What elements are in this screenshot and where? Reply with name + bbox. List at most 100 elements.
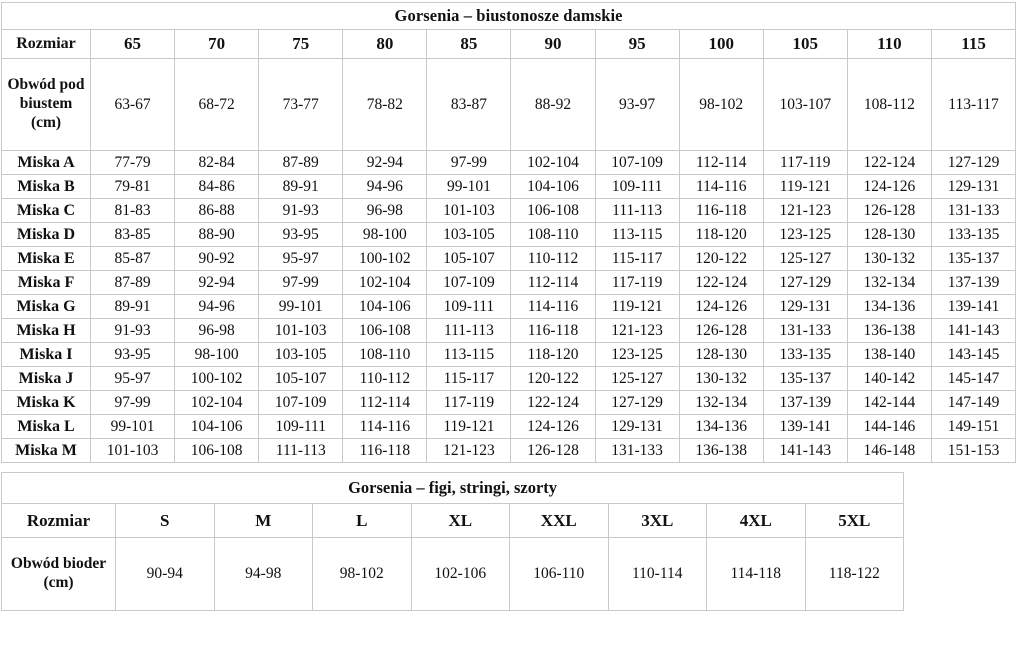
table-row: Miska H 91-93 96-98 101-103 106-108 111-113 11… [1,318,1017,343]
bra-measure-cell: 122-124 [678,270,764,295]
bra-measure-cell: 124-126 [846,174,932,199]
bra-underbust-cell: 78-82 [342,58,428,151]
table-row: Miska I 93-95 98-100 103-105 108-110 113-115 1… [1,342,1017,367]
bra-measure-cell: 132-134 [846,270,932,295]
bra-measure-cell: 90-92 [174,246,260,271]
bra-measure-cell: 99-101 [89,414,176,439]
brief-hips-label: Obwód bioder (cm) [1,537,116,611]
bra-underbust-cell: 68-72 [174,58,260,151]
bra-measure-cell: 86-88 [174,198,260,223]
bra-measure-cell: 147-149 [930,390,1017,415]
bra-measure-cell: 84-86 [174,174,260,199]
bra-measure-cell: 124-126 [678,294,764,319]
bra-measure-cell: 101-103 [258,318,344,343]
bra-measure-cell: 136-138 [846,318,932,343]
bra-measure-cell: 110-112 [342,366,428,391]
table-row: Miska A 77-79 82-84 87-89 92-94 97-99 102-104 1… [1,150,1017,175]
bra-measure-cell: 99-101 [258,294,344,319]
bra-measure-cell: 112-114 [510,270,596,295]
table-row: Miska L 99-101 104-106 109-111 114-116 119-12… [1,414,1017,439]
brief-hips-cell: 106-110 [509,537,609,611]
brief-hips-cell: 114-118 [706,537,806,611]
bra-measure-cell: 120-122 [678,246,764,271]
bra-measure-cell: 121-123 [762,198,848,223]
bra-cup-label: Miska K [1,390,91,415]
bra-measure-cell: 137-139 [930,270,1017,295]
brief-title-row: Gorsenia – figi, stringi, szorty [0,472,905,504]
bra-measure-cell: 129-131 [762,294,848,319]
bra-underbust-cell: 113-117 [930,58,1017,151]
table-row: Miska K 97-99 102-104 107-109 112-114 117-119… [1,390,1017,415]
bra-measure-cell: 126-128 [510,438,596,463]
bra-measure-cell: 88-90 [174,222,260,247]
bra-size-table: Gorsenia – biustonosze damskie Rozmiar 6… [0,2,1017,463]
bra-cup-label: Miska J [1,366,91,391]
bra-measure-cell: 109-111 [258,414,344,439]
bra-measure-cell: 108-110 [510,222,596,247]
bra-size-header: 115 [930,29,1017,59]
bra-measure-cell: 142-144 [846,390,932,415]
bra-cup-label: Miska L [1,414,91,439]
bra-measure-cell: 134-136 [846,294,932,319]
bra-measure-cell: 135-137 [930,246,1017,271]
bra-measure-cell: 107-109 [594,150,680,175]
bra-measure-cell: 95-97 [258,246,344,271]
bra-measure-cell: 140-142 [846,366,932,391]
bra-measure-cell: 81-83 [89,198,176,223]
bra-measure-cell: 131-133 [930,198,1017,223]
brief-hips-cell: 98-102 [312,537,412,611]
bra-measure-cell: 117-119 [762,150,848,175]
bra-underbust-cell: 88-92 [510,58,596,151]
bra-measure-cell: 151-153 [930,438,1017,463]
bra-measure-cell: 96-98 [174,318,260,343]
bra-measure-cell: 98-100 [174,342,260,367]
bra-measure-cell: 97-99 [89,390,176,415]
bra-cup-label: Miska H [1,318,91,343]
bra-measure-cell: 113-115 [426,342,512,367]
brief-size-header: M [213,503,313,538]
brief-hips-cell: 110-114 [607,537,707,611]
bra-measure-cell: 131-133 [594,438,680,463]
bra-measure-cell: 100-102 [174,366,260,391]
bra-measure-cell: 113-115 [594,222,680,247]
bra-header-row: Rozmiar 65 70 75 80 85 90 95 100 105 110 115 [1,29,1017,59]
brief-size-label: Rozmiar [1,503,116,538]
bra-underbust-cell: 98-102 [678,58,764,151]
bra-measure-cell: 128-130 [678,342,764,367]
brief-hips-cell: 90-94 [115,537,215,611]
bra-size-header: 90 [510,29,596,59]
bra-measure-cell: 136-138 [678,438,764,463]
bra-size-header: 105 [762,29,848,59]
bra-measure-cell: 89-91 [89,294,176,319]
bra-underbust-row: Obwód pod biustem (cm) 63-67 68-72 73-77 78… [1,58,1017,151]
brief-size-header: XXL [509,503,609,538]
bra-measure-cell: 119-121 [762,174,848,199]
bra-measure-cell: 130-132 [846,246,932,271]
bra-measure-cell: 122-124 [846,150,932,175]
bra-measure-cell: 85-87 [89,246,176,271]
bra-measure-cell: 129-131 [594,414,680,439]
bra-measure-cell: 121-123 [426,438,512,463]
bra-underbust-cell: 103-107 [762,58,848,151]
bra-size-label: Rozmiar [1,29,91,59]
bra-measure-cell: 106-108 [510,198,596,223]
brief-size-header: L [312,503,412,538]
bra-cup-label: Miska D [1,222,91,247]
bra-measure-cell: 111-113 [258,438,344,463]
table-row: Miska G 89-91 94-96 99-101 104-106 109-111 114… [1,294,1017,319]
bra-measure-cell: 114-116 [342,414,428,439]
bra-measure-cell: 105-107 [426,246,512,271]
bra-measure-cell: 102-104 [174,390,260,415]
bra-measure-cell: 91-93 [89,318,176,343]
bra-measure-cell: 129-131 [930,174,1017,199]
bra-measure-cell: 137-139 [762,390,848,415]
bra-underbust-cell: 83-87 [426,58,512,151]
brief-hips-row: Obwód bioder (cm) 90-94 94-98 98-102 102-10… [1,537,905,611]
bra-measure-cell: 141-143 [930,318,1017,343]
bra-measure-cell: 125-127 [762,246,848,271]
bra-measure-cell: 93-95 [258,222,344,247]
bra-size-header: 95 [594,29,680,59]
bra-measure-cell: 112-114 [342,390,428,415]
bra-measure-cell: 87-89 [258,150,344,175]
